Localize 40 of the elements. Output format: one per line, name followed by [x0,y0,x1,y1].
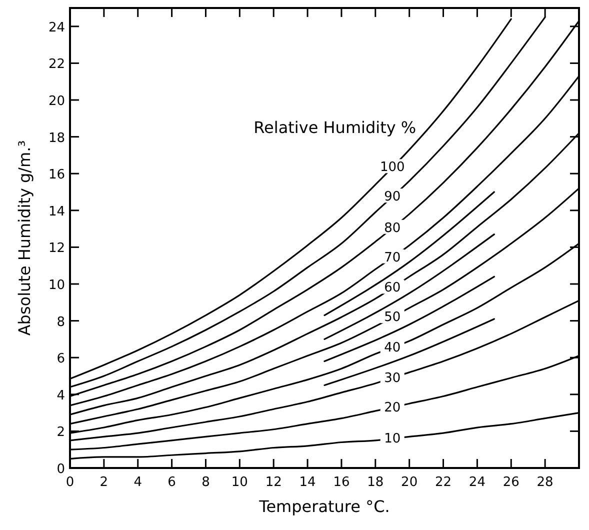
y-tick-label: 10 [48,278,65,293]
series-label: 90 [384,190,401,205]
y-tick-label: 14 [48,204,65,220]
y-axis-title: Absolute Humidity g/m.³ [15,140,34,336]
x-tick-label: 24 [468,475,486,490]
x-axis-title: Temperature °C. [258,497,390,516]
y-tick-label: 12 [48,241,65,256]
series-label: 20 [384,400,401,416]
y-tick-label: 4 [56,388,65,404]
y-tick-label: 20 [48,94,65,109]
x-tick-label: 10 [231,475,248,490]
y-tick-label: 16 [48,168,65,183]
x-tick-label: 6 [168,475,176,490]
legend-title: Relative Humidity % [254,118,416,138]
series-label: 60 [384,280,401,296]
series-label: 70 [384,250,401,266]
series-label: 30 [384,370,401,386]
x-tick-label: 28 [536,475,554,490]
y-tick-label: 2 [56,425,65,440]
y-tick-label: 24 [48,20,65,36]
y-tick-label: 8 [56,314,65,330]
x-tick-label: 8 [202,475,210,490]
x-tick-label: 14 [299,475,316,490]
x-tick-label: 20 [401,475,418,490]
x-tick-label: 22 [434,475,452,490]
x-tick-label: 12 [265,475,282,490]
y-tick-label: 6 [56,352,65,367]
series-label: 40 [384,340,401,356]
x-tick-label: 26 [502,475,520,490]
y-tick-label: 0 [56,462,65,477]
series-label: 10 [384,432,401,447]
x-tick-label: 18 [367,475,384,490]
series-label: 80 [384,220,401,236]
x-tick-label: 2 [100,475,108,490]
y-tick-label: 18 [48,130,65,146]
x-tick-label: 16 [333,475,350,490]
y-tick-label: 22 [48,57,65,72]
series-label: 50 [384,310,401,326]
series-label: 100 [380,160,405,176]
x-tick-label: 4 [134,475,142,490]
